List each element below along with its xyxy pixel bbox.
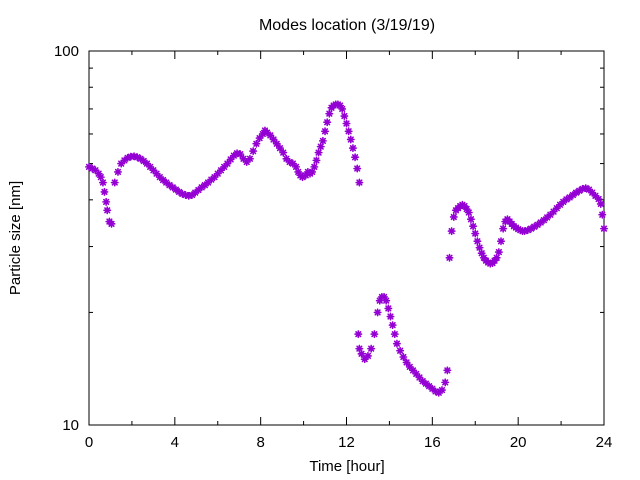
data-point — [210, 173, 219, 182]
x-tick-label: 20 — [510, 434, 527, 451]
data-point — [492, 253, 501, 262]
data-point — [102, 197, 111, 206]
data-point — [325, 109, 334, 118]
data-point — [312, 156, 321, 165]
data-point — [275, 144, 284, 153]
data-point — [402, 358, 411, 367]
data-point — [388, 321, 397, 330]
data-point — [384, 304, 393, 313]
data-point — [288, 159, 297, 168]
data-point — [449, 212, 458, 221]
data-point — [272, 139, 281, 148]
data-point — [499, 224, 508, 233]
data-point — [549, 207, 558, 216]
data-point — [98, 178, 107, 187]
data-point — [223, 159, 232, 168]
x-tick-label: 16 — [424, 434, 441, 451]
y-tick-label: 100 — [54, 43, 79, 60]
x-tick-label: 12 — [338, 434, 355, 451]
data-point — [596, 199, 605, 208]
data-point — [252, 139, 261, 148]
data-point — [149, 166, 158, 175]
data-point — [316, 142, 325, 151]
x-axis: 0 4 8 12 16 20 24 — [85, 51, 613, 451]
data-point — [353, 164, 362, 173]
data-point — [294, 167, 303, 176]
y-axis: 10 100 — [54, 43, 604, 434]
data-point — [113, 167, 122, 176]
data-points — [84, 100, 609, 397]
x-tick-label: 0 — [85, 434, 93, 451]
data-point — [279, 148, 288, 157]
data-point — [100, 187, 109, 196]
data-point — [340, 112, 349, 121]
data-point — [314, 148, 323, 157]
data-point — [107, 219, 116, 228]
data-point — [447, 227, 456, 236]
data-point — [373, 308, 382, 317]
data-point — [466, 215, 475, 224]
data-point — [357, 349, 366, 358]
data-point — [496, 237, 506, 246]
data-point — [363, 351, 372, 360]
data-point — [382, 296, 391, 305]
data-point — [445, 253, 454, 262]
data-point — [346, 135, 355, 144]
plot-border — [88, 50, 605, 426]
data-point — [543, 213, 552, 222]
data-point — [355, 178, 364, 187]
data-point — [249, 147, 258, 156]
data-point — [471, 229, 480, 238]
data-point — [475, 243, 484, 252]
x-tick-label: 8 — [256, 434, 264, 451]
data-point — [318, 136, 327, 145]
data-point — [207, 175, 216, 184]
data-point — [464, 208, 473, 217]
data-point — [392, 339, 401, 348]
data-point — [390, 330, 399, 339]
data-point — [588, 188, 597, 197]
data-point — [310, 162, 319, 171]
data-point — [266, 131, 275, 140]
data-point — [599, 224, 609, 233]
data-point — [344, 127, 353, 136]
data-point — [338, 104, 347, 113]
x-tick-label: 4 — [171, 434, 179, 451]
data-point — [110, 178, 119, 187]
y-axis-label: Particle size [nm] — [7, 181, 24, 295]
data-point — [236, 150, 245, 159]
data-point — [409, 366, 418, 375]
data-point — [342, 119, 351, 128]
data-point — [142, 159, 151, 168]
data-point — [351, 153, 360, 162]
data-point — [367, 344, 376, 353]
data-point — [473, 237, 482, 246]
data-point — [348, 144, 357, 153]
data-point — [469, 222, 478, 231]
data-point — [245, 154, 254, 163]
data-point — [441, 378, 450, 387]
x-tick-label: 24 — [596, 434, 613, 451]
x-axis-label: Time [hour] — [309, 458, 384, 475]
data-point — [598, 210, 607, 219]
data-point — [494, 248, 503, 257]
data-point — [323, 118, 332, 127]
data-point — [355, 344, 364, 353]
data-point — [396, 346, 405, 355]
plot-frame — [88, 50, 605, 426]
data-point — [386, 312, 395, 321]
data-point — [321, 127, 330, 136]
data-point — [399, 352, 408, 361]
data-point — [437, 386, 446, 395]
data-point — [443, 366, 452, 375]
data-point — [370, 330, 379, 339]
data-point — [354, 330, 363, 339]
y-tick-label: 10 — [62, 417, 79, 434]
chart-title: Modes location (3/19/19) — [259, 17, 435, 34]
data-point — [96, 173, 105, 182]
data-point — [103, 206, 112, 215]
